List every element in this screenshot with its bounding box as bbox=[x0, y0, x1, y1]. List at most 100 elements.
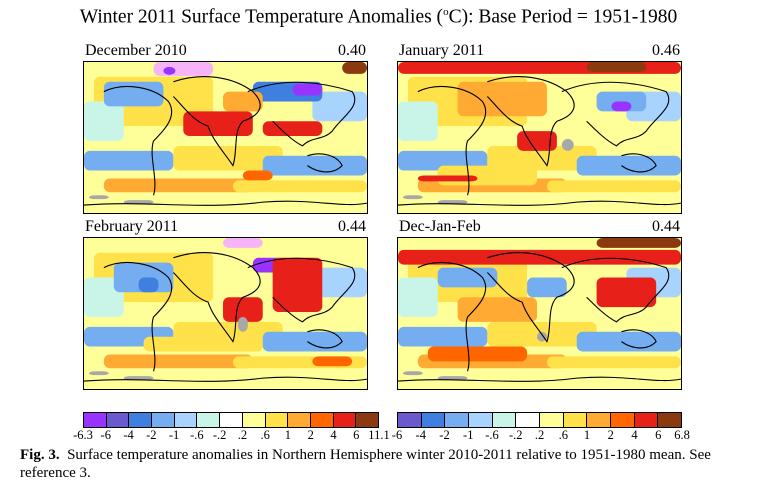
colorbar-bin bbox=[445, 413, 470, 427]
colorbar-bin bbox=[129, 413, 153, 427]
map-canvas bbox=[84, 62, 367, 213]
anomaly-region bbox=[537, 331, 547, 342]
figure-caption: Fig. 3. Surface temperature anomalies in… bbox=[20, 446, 750, 482]
anomaly-region bbox=[611, 101, 632, 112]
colorbar-right bbox=[397, 412, 682, 428]
colorbar-tick-label: -6 bbox=[391, 428, 403, 442]
anomaly-region bbox=[123, 200, 154, 205]
map-canvas bbox=[398, 238, 681, 389]
coastline bbox=[621, 329, 657, 349]
colorbar-tick-label: 1 bbox=[284, 428, 292, 442]
anomaly-region bbox=[242, 170, 273, 181]
coastline bbox=[398, 200, 681, 206]
colorbar-tick-label: .2 bbox=[534, 428, 545, 442]
panel-title: January 2011 bbox=[399, 42, 485, 59]
anomaly-map bbox=[397, 237, 682, 390]
anomaly-region bbox=[84, 150, 174, 171]
coastline bbox=[247, 81, 356, 147]
colorbar-bin bbox=[540, 413, 564, 427]
colorbar-bin bbox=[288, 413, 311, 427]
colorbar-bin bbox=[84, 413, 107, 427]
map-canvas bbox=[84, 238, 367, 389]
anomaly-region bbox=[262, 155, 367, 176]
colorbar-tick-label: -.6 bbox=[485, 428, 499, 442]
panel-mean: 0.40 bbox=[338, 42, 366, 59]
anomaly-region bbox=[153, 62, 214, 76]
anomaly-region bbox=[342, 62, 367, 74]
panel-january-2011: January 2011 0.46 bbox=[397, 42, 682, 216]
anomaly-region bbox=[437, 200, 468, 205]
panel-title: February 2011 bbox=[85, 218, 179, 235]
anomaly-region bbox=[457, 81, 547, 117]
anomaly-region bbox=[143, 336, 263, 352]
anomaly-region bbox=[138, 277, 159, 293]
caption-label: Fig. 3. bbox=[20, 447, 60, 463]
colorbar-tick-label: -.2 bbox=[508, 428, 523, 442]
anomaly-map bbox=[83, 61, 368, 214]
anomaly-region bbox=[84, 101, 124, 141]
colorbar-tick-label: 11.1 bbox=[368, 428, 390, 442]
colorbar-bin bbox=[587, 413, 612, 427]
anomaly-region bbox=[223, 91, 263, 112]
colorbar-tick-label: 6.8 bbox=[674, 428, 690, 442]
colorbar-right-ticks: -6 -4 -2 -1 -.6 -.2 .2 .6 1 2 4 6 6.8 bbox=[392, 428, 690, 442]
anomaly-region bbox=[262, 331, 367, 352]
anomaly-region bbox=[457, 297, 538, 322]
coastline bbox=[307, 153, 343, 173]
coastline bbox=[561, 257, 670, 323]
coastline bbox=[247, 257, 356, 323]
anomaly-region bbox=[223, 297, 263, 322]
colorbar-bin bbox=[563, 413, 588, 427]
colorbar-tick-label: -1 bbox=[463, 428, 474, 442]
anomaly-region bbox=[183, 111, 253, 137]
coastline bbox=[398, 376, 681, 382]
colorbar-bin bbox=[611, 413, 635, 427]
anomaly-region bbox=[84, 277, 124, 317]
anomaly-region bbox=[576, 155, 681, 176]
anomaly-region bbox=[596, 277, 657, 308]
anomaly-region bbox=[123, 376, 154, 381]
colorbar-tick-label: 4 bbox=[631, 428, 638, 442]
coastline bbox=[561, 81, 670, 147]
colorbar-tick-label: 6 bbox=[655, 428, 662, 442]
colorbar-bin bbox=[310, 413, 334, 427]
colorbar-tick-label: -6.3 bbox=[73, 428, 93, 442]
panel-dec-jan-feb: Dec-Jan-Feb 0.44 bbox=[397, 218, 682, 392]
anomaly-region bbox=[232, 180, 367, 193]
anomaly-region bbox=[312, 356, 353, 367]
colorbar-tick-label: -4 bbox=[415, 428, 426, 442]
anomaly-region bbox=[417, 175, 478, 182]
colorbar-tick-label: -2 bbox=[146, 428, 157, 442]
anomaly-region bbox=[427, 346, 528, 362]
colorbar-bin bbox=[265, 413, 289, 427]
colorbar-bin bbox=[106, 413, 130, 427]
anomaly-region bbox=[103, 81, 164, 107]
caption-text: Surface temperature anomalies in Norther… bbox=[20, 447, 711, 481]
colorbar-bin bbox=[634, 413, 659, 427]
panel-december-2010: December 2010 0.40 bbox=[83, 42, 368, 216]
panel-mean: 0.44 bbox=[338, 218, 366, 235]
anomaly-region bbox=[223, 238, 263, 248]
colorbar-tick-label: -4 bbox=[123, 428, 134, 442]
coastline bbox=[417, 261, 487, 372]
anomaly-region bbox=[312, 91, 367, 122]
colorbar-bin bbox=[220, 413, 243, 427]
colorbar-bin bbox=[658, 413, 682, 427]
colorbar-bin bbox=[242, 413, 266, 427]
anomaly-region bbox=[103, 178, 253, 193]
anomaly-region bbox=[586, 62, 647, 72]
panel-february-2011: February 2011 0.44 bbox=[83, 218, 368, 392]
colorbar-tick-label: -1 bbox=[168, 428, 180, 442]
colorbar-bin bbox=[516, 413, 541, 427]
anomaly-region bbox=[561, 138, 574, 151]
figure-title: Winter 2011 Surface Temperature Anomalie… bbox=[79, 6, 678, 28]
colorbar-bin bbox=[152, 413, 175, 427]
anomaly-region bbox=[398, 101, 438, 141]
anomaly-region bbox=[398, 150, 488, 171]
anomaly-region bbox=[163, 66, 176, 75]
colorbar-bin bbox=[421, 413, 446, 427]
panel-title: Dec-Jan-Feb bbox=[399, 218, 481, 235]
panel-title: December 2010 bbox=[85, 42, 187, 59]
anomaly-region bbox=[437, 376, 468, 381]
colorbar-tick-label: .6 bbox=[558, 428, 568, 442]
